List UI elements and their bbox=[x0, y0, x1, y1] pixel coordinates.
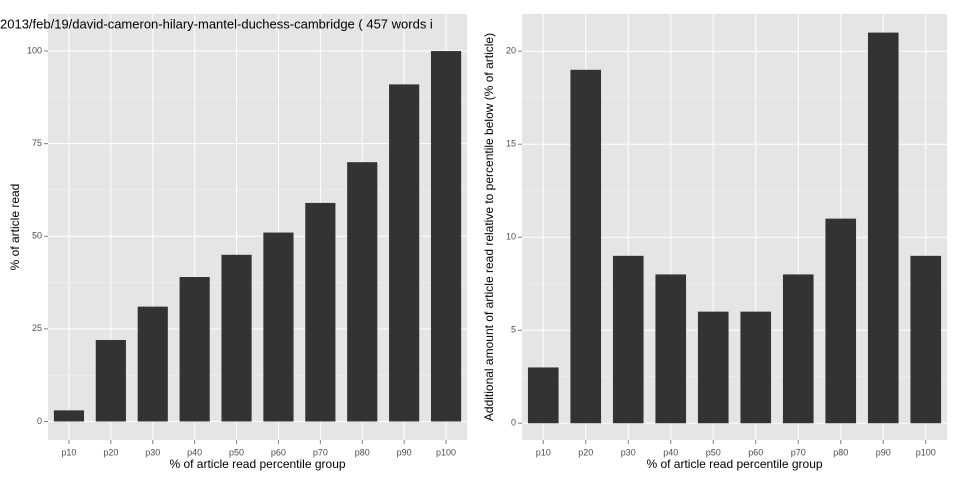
x-tick-label: p20 bbox=[103, 447, 118, 457]
bar bbox=[179, 277, 210, 422]
x-tick-label: p20 bbox=[578, 447, 593, 457]
x-tick-label: p70 bbox=[791, 447, 806, 457]
bar bbox=[389, 84, 420, 422]
x-tick-label: p100 bbox=[436, 447, 456, 457]
x-tick-label: p70 bbox=[313, 447, 328, 457]
x-tick-label: p80 bbox=[355, 447, 370, 457]
bar bbox=[697, 311, 729, 424]
bar bbox=[612, 255, 644, 424]
x-tick-label: p50 bbox=[229, 447, 244, 457]
bar bbox=[347, 162, 378, 422]
bar bbox=[137, 306, 168, 422]
bar bbox=[53, 410, 85, 422]
y-tick-label: 0 bbox=[511, 418, 516, 428]
bar bbox=[867, 32, 899, 424]
x-tick-label: p60 bbox=[748, 447, 763, 457]
x-tick-label: p90 bbox=[876, 447, 891, 457]
bar bbox=[570, 69, 602, 424]
x-tick-label: p40 bbox=[187, 447, 202, 457]
y-tick-label: 5 bbox=[511, 325, 516, 335]
y-tick-label: 15 bbox=[506, 139, 516, 149]
x-tick-label: p60 bbox=[271, 447, 286, 457]
x-tick-label: p30 bbox=[621, 447, 636, 457]
x-tick-label: p100 bbox=[916, 447, 936, 457]
y-tick-label: 10 bbox=[506, 232, 516, 242]
x-tick-label: p80 bbox=[833, 447, 848, 457]
x-axis-label: % of article read percentile group bbox=[646, 457, 822, 471]
y-axis-label: Additional amount of article read relati… bbox=[482, 33, 496, 421]
y-tick-label: 50 bbox=[32, 231, 42, 241]
x-tick-label: p10 bbox=[536, 447, 551, 457]
bar bbox=[305, 202, 336, 422]
bar bbox=[263, 232, 294, 422]
x-tick-label: p30 bbox=[145, 447, 160, 457]
x-axis-label: % of article read percentile group bbox=[169, 457, 345, 471]
bar bbox=[655, 274, 687, 424]
bar bbox=[430, 51, 462, 422]
chart-title: 2013/feb/19/david-cameron-hilary-mantel-… bbox=[0, 16, 433, 31]
bar bbox=[527, 367, 559, 424]
y-tick-label: 0 bbox=[37, 416, 42, 426]
y-tick-label: 75 bbox=[32, 138, 42, 148]
bar bbox=[782, 274, 814, 424]
bar bbox=[910, 255, 942, 424]
bar bbox=[95, 339, 126, 422]
bar bbox=[825, 218, 857, 424]
x-tick-label: p90 bbox=[397, 447, 412, 457]
y-tick-label: 20 bbox=[506, 46, 516, 56]
bar bbox=[740, 311, 772, 424]
y-tick-label: 100 bbox=[27, 45, 42, 55]
x-tick-label: p10 bbox=[61, 447, 76, 457]
y-axis-label: % of article read bbox=[8, 184, 22, 271]
x-tick-label: p40 bbox=[663, 447, 678, 457]
bar bbox=[221, 254, 252, 422]
x-tick-label: p50 bbox=[706, 447, 721, 457]
y-tick-label: 25 bbox=[32, 323, 42, 333]
